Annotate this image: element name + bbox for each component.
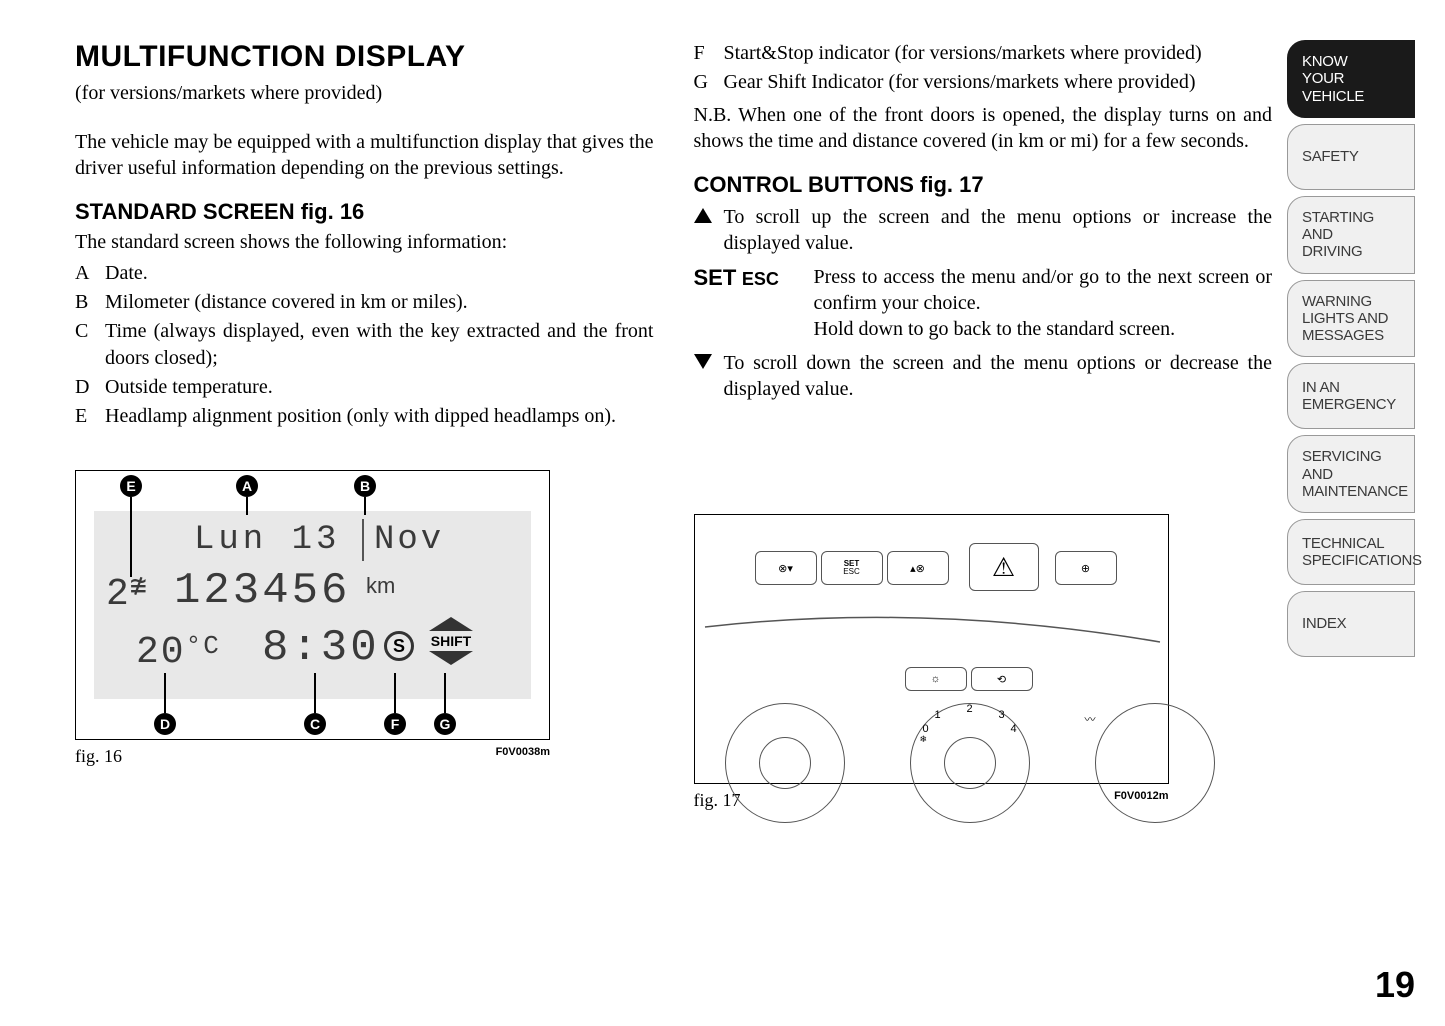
page-title: MULTIFUNCTION DISPLAY (75, 40, 654, 74)
right-column: FStart&Stop indicator (for versions/mark… (684, 40, 1288, 996)
callout-d: D (154, 713, 176, 735)
lcd-shift-label: SHIFT (429, 633, 473, 649)
fig16-code: F0V0038m (496, 746, 550, 767)
figure-16: Lun 13 Nov 2 ≇ 123456 km 20°C 8:30 S SHI… (75, 470, 550, 740)
callout-c: C (304, 713, 326, 735)
list-item: EHeadlamp alignment position (only with … (75, 403, 654, 430)
subtitle: (for versions/markets where provided) (75, 82, 654, 105)
dash-btn-set: SETESC (821, 551, 883, 585)
nb-text: N.B. When one of the front doors is open… (694, 102, 1273, 154)
section1-heading: STANDARD SCREEN fig. 16 (75, 199, 654, 225)
lcd-time: 8:30 (262, 623, 380, 673)
sidebar-tab[interactable]: INDEX (1287, 591, 1415, 657)
sidebar-tab[interactable]: SERVICINGANDMAINTENANCE (1287, 435, 1415, 513)
lcd-temp: 20 (136, 631, 186, 674)
sidebar-tab[interactable]: KNOWYOURVEHICLE (1287, 40, 1415, 118)
sidebar-tab[interactable]: STARTINGANDDRIVING (1287, 196, 1415, 274)
page-number: 19 (1375, 964, 1415, 1006)
list-item: CTime (always displayed, even with the k… (75, 318, 654, 372)
sidebar-tab[interactable]: TECHNICALSPECIFICATIONS (1287, 519, 1415, 585)
lcd-day: Lun (194, 521, 267, 559)
lcd-headlamp: 2 (106, 573, 129, 616)
dash-small-1: ☼ (905, 667, 967, 691)
lcd-date: 13 (292, 521, 341, 559)
figure-17: ⊗▾ SETESC ▴⊗ ⚠ ⊕ ☼ ⟲ 0 1 2 3 4 ❄ 〰 (694, 514, 1169, 784)
callout-f: F (384, 713, 406, 735)
dash-btn-hazard: ⚠ (969, 543, 1039, 591)
triangle-up-icon (694, 204, 724, 256)
list-item: FStart&Stop indicator (for versions/mark… (694, 40, 1273, 67)
list-item: GGear Shift Indicator (for versions/mark… (694, 69, 1273, 96)
list-item: BMilometer (distance covered in km or mi… (75, 289, 654, 316)
control-set-line2: Hold down to go back to the standard scr… (814, 318, 1176, 340)
list-item: DOutside temperature. (75, 374, 654, 401)
dash-btn-3: ▴⊗ (887, 551, 949, 585)
lcd-temp-unit: °C (186, 631, 221, 661)
lcd-odo-unit: km (366, 573, 395, 599)
dash-btn-5: ⊕ (1055, 551, 1117, 585)
list-item: ADate. (75, 260, 654, 287)
triangle-down-icon (694, 350, 724, 402)
dash-btn-1: ⊗▾ (755, 551, 817, 585)
section1-intro: The standard screen shows the following … (75, 231, 654, 254)
control-down-text: To scroll down the screen and the menu o… (724, 350, 1273, 402)
callout-e: E (120, 475, 142, 497)
callout-a: A (236, 475, 258, 497)
control-set-line1: Press to access the menu and/or go to th… (814, 266, 1273, 314)
sidebar-tab[interactable]: IN ANEMERGENCY (1287, 363, 1415, 429)
control-up-text: To scroll up the screen and the menu opt… (724, 204, 1273, 256)
lcd-ss-icon: S (384, 631, 414, 661)
lcd-odometer: 123456 (174, 566, 350, 616)
sidebar-tab[interactable]: SAFETY (1287, 124, 1415, 190)
fig16-label: fig. 16 (75, 746, 122, 767)
section2-heading: CONTROL BUTTONS fig. 17 (694, 172, 1273, 198)
lcd-month: Nov (374, 521, 444, 559)
sidebar-tab[interactable]: WARNINGLIGHTS ANDMESSAGES (1287, 280, 1415, 358)
left-column: MULTIFUNCTION DISPLAY (for versions/mark… (75, 40, 684, 996)
set-esc-label: SET ESC (694, 264, 814, 342)
sidebar-tabs: KNOWYOURVEHICLESAFETYSTARTINGANDDRIVINGW… (1287, 40, 1415, 996)
callout-g: G (434, 713, 456, 735)
dash-small-2: ⟲ (971, 667, 1033, 691)
intro-paragraph: The vehicle may be equipped with a multi… (75, 129, 654, 181)
callout-b: B (354, 475, 376, 497)
